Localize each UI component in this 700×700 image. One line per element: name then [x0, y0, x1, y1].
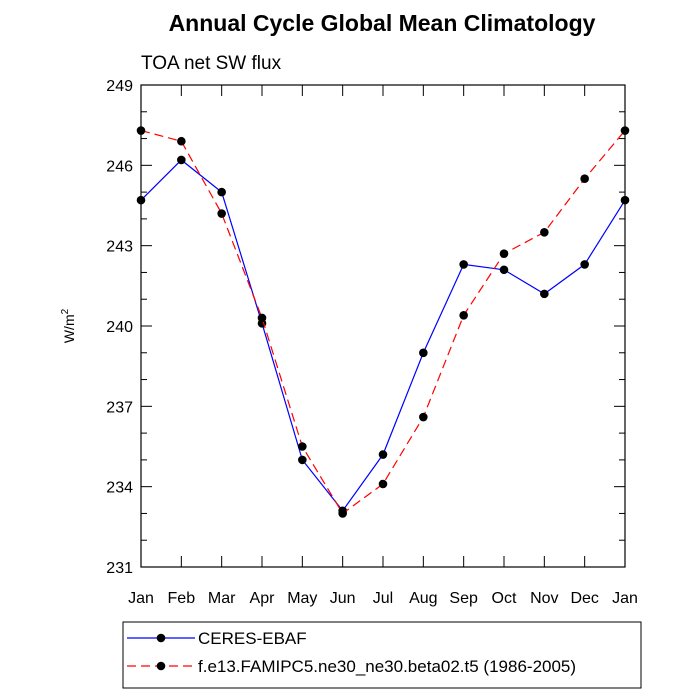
x-tick-label: Sep: [449, 590, 478, 607]
y-tick-label: 249: [106, 78, 133, 95]
x-tick-label: Jan: [128, 590, 154, 607]
x-tick-label: May: [287, 590, 317, 607]
x-tick-label: Jul: [373, 590, 393, 607]
series-2-point: [499, 249, 509, 258]
series-2-point: [338, 509, 347, 518]
y-axis-label-superscript: 2: [60, 308, 71, 314]
x-tick-label: Apr: [250, 590, 276, 607]
legend-box: [122, 621, 642, 689]
series-2-point: [298, 442, 307, 451]
series-1-point: [136, 195, 146, 205]
legend-marker-2: [156, 661, 166, 671]
y-tick-label: 240: [106, 319, 133, 336]
series-1-point: [540, 289, 549, 299]
legend-label-1: CERES-EBAF: [198, 629, 307, 648]
chart-title: Annual Cycle Global Mean Climatology: [169, 10, 596, 36]
series-2-point: [217, 209, 226, 218]
legend-label-2: f.e13.FAMIPC5.ne30_ne30.beta02.t5 (1986-…: [198, 657, 576, 676]
plot-frame: [140, 84, 626, 568]
series-1-point: [298, 455, 307, 465]
series-2-point: [419, 412, 428, 422]
series-2-point: [540, 227, 549, 237]
series-1-point: [459, 260, 468, 269]
series-2-point: [620, 126, 630, 135]
legend-marker-1: [156, 633, 166, 643]
series-2-point: [378, 479, 388, 489]
x-tick-label: Mar: [208, 590, 236, 607]
series-1-point: [620, 195, 630, 205]
series-1-point: [580, 260, 589, 269]
y-tick-label: 237: [106, 399, 133, 416]
chart-subtitle: TOA net SW flux: [141, 53, 282, 74]
x-tick-label: Feb: [168, 590, 196, 607]
series-1-point: [378, 450, 388, 459]
series-1-point: [217, 187, 226, 197]
legend: CERES-EBAF f.e13.FAMIPC5.ne30_ne30.beta02…: [122, 621, 642, 689]
x-tick-label: Jun: [330, 590, 356, 607]
x-tick-label: Aug: [409, 590, 437, 607]
x-tick-label: Jan: [612, 590, 638, 607]
x-tick-label: Nov: [530, 590, 558, 607]
x-tick-label: Dec: [570, 590, 598, 607]
y-axis-label-base: W/m: [61, 314, 77, 343]
x-tick-label: Oct: [492, 590, 517, 607]
y-tick-label: 243: [106, 239, 133, 256]
y-tick-label: 246: [106, 158, 133, 175]
series-2-point: [580, 174, 589, 184]
series-2-point: [257, 313, 267, 323]
series-2-point: [177, 136, 186, 146]
y-axis-label: W/m2: [60, 308, 77, 343]
series-2-point: [136, 126, 146, 135]
series-1-point: [177, 155, 186, 165]
y-tick-label: 234: [106, 480, 133, 497]
series-2-point: [459, 310, 468, 320]
series-1-point: [499, 265, 509, 275]
series-1-point: [419, 348, 428, 358]
plot-area: 231 234 237 240 243 246 249 Jan Feb Mar Apr May Jun J…: [106, 78, 638, 607]
y-tick-label: 231: [106, 560, 133, 577]
